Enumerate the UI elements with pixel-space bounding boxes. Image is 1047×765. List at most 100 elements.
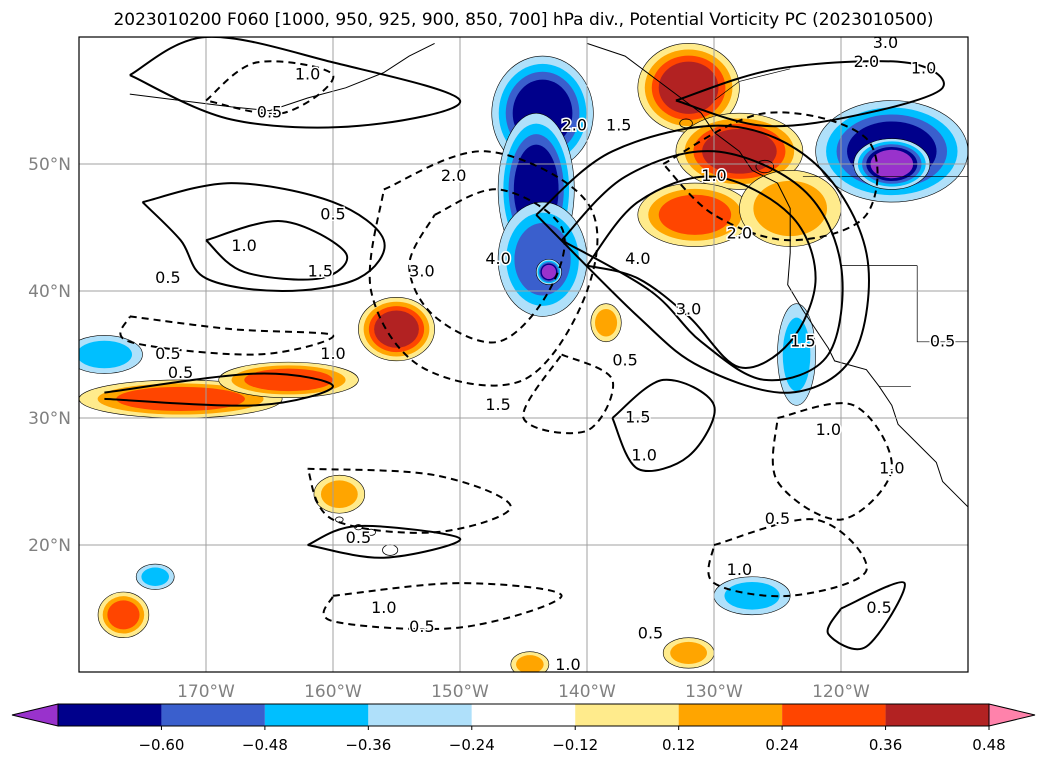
coastline-1	[129, 42, 435, 112]
contour-label-16: 3.0	[676, 300, 701, 319]
lon-label-0: 170°W	[177, 682, 235, 702]
pv-shading-blob-9-level-1	[141, 567, 170, 586]
convergence-contour-16	[522, 353, 615, 435]
contour-label-17: 2.0	[727, 223, 752, 242]
contour-label-36: 1.0	[879, 458, 904, 477]
colorbar-segment-4	[471, 704, 576, 726]
divergence-contour-3	[104, 372, 335, 407]
lat-label-2: 40°N	[28, 282, 71, 302]
contour-label-24: 0.5	[409, 617, 434, 636]
longitude-labels: 170°W 160°W 150°W 140°W 130°W 120°W	[177, 682, 870, 702]
contour-label-22: 0.5	[346, 528, 371, 547]
contour-label-21: 1.5	[485, 395, 510, 414]
divergence-contour-9	[826, 581, 906, 651]
contour-label-19: 1.5	[625, 408, 650, 427]
colorbar-extend-max	[988, 703, 1036, 727]
pv-shading-blob-2-level-2	[514, 223, 571, 296]
convergence-contour-20	[662, 111, 879, 242]
contour-label-14: 4.0	[625, 249, 650, 268]
latitude-labels: 20°N 30°N 40°N 50°N	[28, 155, 71, 556]
colorbar-tick-label-8: 0.48	[972, 736, 1005, 754]
coastline-0	[586, 42, 968, 508]
pv-shading-blob-14-level-3	[374, 310, 419, 348]
contour-label-2: 0.5	[320, 204, 345, 223]
contour-label-25: 0.5	[638, 623, 663, 642]
lat-label-3: 50°N	[28, 155, 71, 175]
border-4	[713, 68, 791, 101]
colorbar-segment-7	[782, 704, 886, 726]
contour-label-32: 3.0	[873, 33, 898, 52]
colorbar-segment-6	[678, 704, 783, 726]
pv-shading-blob-19-level-2	[107, 600, 140, 630]
colorbar-segment-5	[575, 704, 679, 726]
lon-label-3: 140°W	[558, 682, 616, 702]
contour-label-29: 0.5	[866, 598, 891, 617]
divergence-contour-4	[586, 175, 817, 369]
contour-label-10: 2.0	[441, 166, 466, 185]
colorbar-tick-label-4: −0.12	[552, 736, 598, 754]
convergence-contour-11	[408, 188, 566, 344]
pv-shading-blob-7-level-1	[782, 317, 811, 392]
contour-label-28: 1.0	[727, 560, 752, 579]
divergence-contour-1	[205, 220, 349, 281]
map-area[interactable]: 1.0 0.5 0.5 1.0 1.5 0.5 1.0 0.5 0.5 2.0 2.0 4.0 3.0 1…	[66, 33, 968, 677]
convergence-contour-17	[771, 402, 893, 521]
pv-shading-blob-17-level-1	[595, 308, 618, 337]
pv-shading-blob-6-level-1	[79, 340, 133, 369]
colorbar: −0.60 −0.48 −0.36 −0.24 −0.12 0.12 0.24 0.36 0.4…	[11, 703, 1036, 754]
pv-shading-blob-20-level-1	[670, 641, 708, 664]
contour-label-6: 1.0	[320, 344, 345, 363]
pv-shading-blob-3-level-4	[541, 264, 557, 280]
contour-label-layer: 1.0 0.5 0.5 1.0 1.5 0.5 1.0 0.5 0.5 2.0 2.0 4.0 3.0 1…	[154, 33, 957, 674]
convergence-contour-12	[368, 150, 599, 387]
colorbar-segment-3	[368, 704, 472, 726]
pv-shading-blob-21-level-1	[516, 655, 544, 672]
contour-label-30: 1.0	[816, 420, 841, 439]
colorbar-segment-1	[161, 704, 265, 726]
contour-label-35: 1.5	[790, 331, 815, 350]
contour-label-34: 0.5	[930, 331, 955, 350]
colorbar-segment-2	[264, 704, 369, 726]
convergence-contour-15	[119, 315, 335, 356]
contour-label-7: 0.5	[155, 268, 180, 287]
divergence-contour-layer	[104, 37, 945, 651]
contour-label-1: 0.5	[257, 103, 282, 122]
colorbar-segment-0	[58, 704, 162, 726]
colorbar-tick-label-6: 0.24	[765, 736, 798, 754]
contour-label-23: 1.0	[371, 598, 396, 617]
colorbar-tick-label-5: 0.12	[662, 736, 695, 754]
lat-label-0: 20°N	[28, 536, 71, 556]
colorbar-tick-label-3: −0.24	[449, 736, 495, 754]
contour-label-27: 0.5	[765, 509, 790, 528]
pv-shading-blob-8-level-1	[724, 581, 780, 610]
gridline-layer	[79, 37, 968, 672]
colorbar-segment-8	[885, 704, 989, 726]
contour-label-8: 0.5	[168, 363, 193, 382]
pv-shading-blob-15-level-2	[116, 386, 245, 412]
convergence-contour-14	[322, 582, 563, 631]
divergence-contour-0	[141, 182, 386, 293]
convergence-contour-18	[707, 518, 868, 598]
contour-label-18: 0.5	[612, 350, 637, 369]
contour-label-13: 1.5	[606, 115, 631, 134]
pv-shading-blob-12-level-2	[658, 194, 732, 235]
colorbar-tick-label-0: −0.60	[138, 736, 184, 754]
colorbar-tick-label-2: −0.36	[345, 736, 391, 754]
contour-label-0: 1.0	[295, 65, 320, 84]
lat-label-1: 30°N	[28, 409, 71, 429]
pv-shading-blob-10-level-3	[658, 61, 719, 114]
contour-label-11: 4.0	[485, 249, 510, 268]
chart-title: 2023010200 F060 [1000, 950, 925, 900, 85…	[113, 10, 934, 30]
convergence-contour-13	[306, 467, 512, 534]
lon-label-5: 120°W	[812, 682, 870, 702]
divergence-contour-8	[307, 524, 462, 559]
contour-label-4: 1.5	[308, 261, 333, 280]
contour-label-33: 2.0	[854, 52, 879, 71]
contour-label-31: 1.0	[911, 58, 936, 77]
contour-label-26: 1.0	[555, 655, 580, 674]
island-5	[755, 159, 775, 174]
contour-label-15: 1.0	[701, 166, 726, 185]
divergence-contour-10	[675, 60, 945, 128]
island-1	[366, 528, 376, 536]
